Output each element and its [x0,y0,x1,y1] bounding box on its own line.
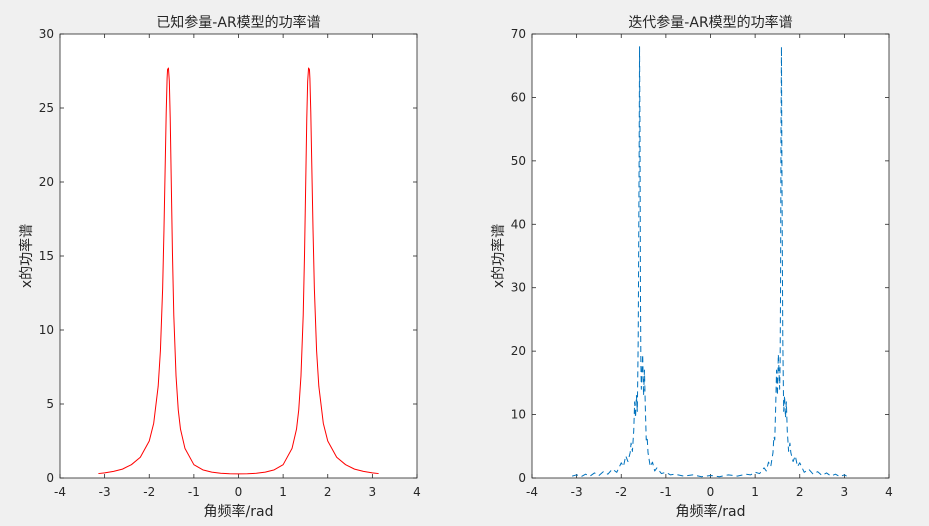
y-tick-label: 20 [511,344,526,358]
axes-2-plot-area [532,34,889,478]
x-tick-label: 0 [235,485,243,499]
axes-2-title: 迭代参量-AR模型的功率谱 [628,14,792,31]
x-tick-label: 3 [841,485,849,499]
y-tick-label: 30 [39,27,54,41]
x-tick-label: -2 [615,485,627,499]
x-tick-label: 1 [751,485,759,499]
x-tick-label: 2 [796,485,804,499]
x-tick-label: 2 [324,485,332,499]
y-tick-label: 50 [511,154,526,168]
y-tick-label: 15 [39,249,54,263]
x-tick-label: -4 [54,485,66,499]
axes-1-box [59,33,418,479]
x-tick-label: 3 [369,485,377,499]
y-tick-label: 25 [39,101,54,115]
x-tick-label: 4 [885,485,893,499]
y-tick-label: 70 [511,27,526,41]
x-tick-label: 0 [707,485,715,499]
y-tick-label: 0 [518,471,526,485]
y-tick-label: 60 [511,90,526,104]
y-tick-label: 5 [46,397,54,411]
y-tick-label: 20 [39,175,54,189]
x-tick-label: 4 [413,485,421,499]
x-tick-label: -1 [188,485,200,499]
axes-2-ylabel: x的功率谱 [490,224,507,288]
axes-1-title: 已知参量-AR模型的功率谱 [156,14,320,31]
x-tick-label: -3 [571,485,583,499]
x-tick-label: -2 [143,485,155,499]
axes-1-xlabel: 角频率/rad [204,503,274,520]
axes-2-box [531,33,890,479]
y-tick-label: 10 [511,408,526,422]
x-tick-label: -3 [99,485,111,499]
x-tick-label: -4 [526,485,538,499]
x-tick-label: 1 [279,485,287,499]
y-tick-label: 40 [511,217,526,231]
y-tick-label: 30 [511,281,526,295]
series-line [98,67,379,475]
axes-1-ylabel: x的功率谱 [18,224,35,288]
series-line [572,46,847,478]
axes-1-plot-area [60,34,417,478]
y-tick-label: 10 [39,323,54,337]
y-tick-label: 0 [46,471,54,485]
axes-2-xlabel: 角频率/rad [676,503,746,520]
x-tick-label: -1 [660,485,672,499]
